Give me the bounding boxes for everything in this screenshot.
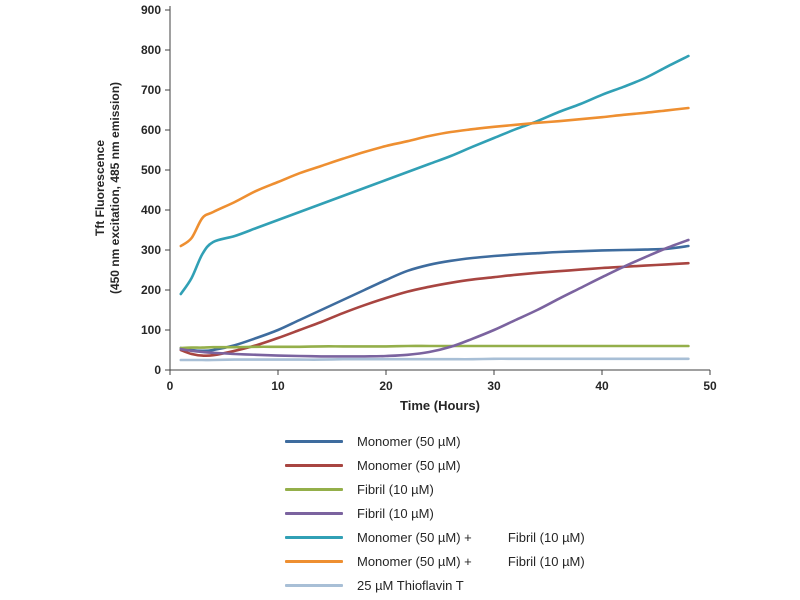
y-tick-label: 500	[141, 163, 161, 177]
legend-item-1: Monomer (50 µM)	[285, 432, 585, 451]
legend-label: Monomer (50 µM)	[357, 434, 461, 449]
series-line-4	[179, 238, 690, 358]
y-tick-label: 300	[141, 243, 161, 257]
legend-swatch	[285, 512, 343, 515]
series-line-2	[179, 261, 690, 358]
x-tick-label: 40	[595, 379, 609, 393]
y-tick-label: 800	[141, 43, 161, 57]
y-tick-label: 700	[141, 83, 161, 97]
series-line-3	[179, 344, 690, 350]
y-tick-label: 100	[141, 323, 161, 337]
legend-item-5: Monomer (50 µM) + Fibril (10 µM)	[285, 528, 585, 547]
x-tick-label: 30	[487, 379, 501, 393]
y-tick-label: 400	[141, 203, 161, 217]
legend-item-2: Monomer (50 µM)	[285, 456, 585, 475]
legend-item-7: 25 µM Thioflavin T	[285, 576, 585, 595]
x-tick-label: 10	[271, 379, 285, 393]
chart-legend: Monomer (50 µM) Monomer (50 µM) Fibril (10…	[285, 432, 585, 595]
legend-swatch	[285, 488, 343, 491]
legend-label: Fibril (10 µM)	[357, 482, 434, 497]
x-tick-label: 0	[167, 379, 174, 393]
series-line-7	[179, 357, 690, 362]
legend-swatch	[285, 464, 343, 467]
legend-label: Fibril (10 µM)	[357, 506, 434, 521]
legend-swatch	[285, 440, 343, 443]
legend-label: Monomer (50 µM) + Fibril (10 µM)	[357, 554, 585, 569]
series-line-5	[179, 54, 690, 296]
legend-item-3: Fibril (10 µM)	[285, 480, 585, 499]
y-tick-label: 600	[141, 123, 161, 137]
legend-swatch	[285, 584, 343, 587]
legend-label: 25 µM Thioflavin T	[357, 578, 464, 593]
y-axis-title-line2: (450 nm excitation, 485 nm emission)	[108, 81, 122, 295]
legend-item-4: Fibril (10 µM)	[285, 504, 585, 523]
x-tick-label: 20	[379, 379, 393, 393]
legend-label: Monomer (50 µM) + Fibril (10 µM)	[357, 530, 585, 545]
line-chart: 0 100 200 300 400 500 600 700 800 900 0 10 20 30 40 50	[141, 3, 717, 393]
legend-swatch	[285, 536, 343, 539]
series-line-1	[179, 244, 690, 353]
y-tick-label: 900	[141, 3, 161, 17]
x-tick-label: 50	[703, 379, 717, 393]
legend-item-6: Monomer (50 µM) + Fibril (10 µM)	[285, 552, 585, 571]
y-axis-title-line1: Tft Fluorescence	[93, 139, 107, 237]
x-axis-title: Time (Hours)	[400, 398, 480, 413]
legend-label: Monomer (50 µM)	[357, 458, 461, 473]
y-tick-label: 200	[141, 283, 161, 297]
y-axis-title: Tft Fluorescence (450 nm excitation, 485…	[93, 82, 123, 294]
legend-swatch	[285, 560, 343, 563]
series-line-6	[179, 106, 690, 248]
y-tick-label: 0	[154, 363, 161, 377]
